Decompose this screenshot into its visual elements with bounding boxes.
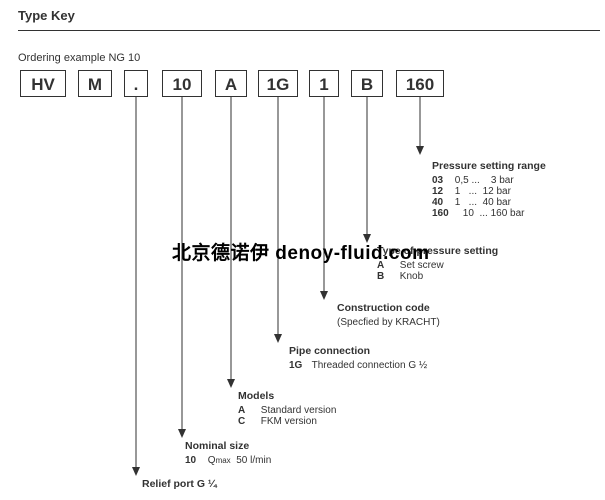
desc-heading: Models — [238, 390, 336, 402]
desc-row: 10 Qmax 50 l/min — [185, 455, 271, 466]
desc-row: 40 1 ... 40 bar — [432, 197, 546, 208]
desc-heading: Construction code — [337, 302, 440, 314]
desc-row: 12 1 ... 12 bar — [432, 186, 546, 197]
desc-row: 160 10 ... 160 bar — [432, 208, 546, 219]
desc-construction: Construction code (Specfied by KRACHT) — [337, 302, 440, 328]
desc-row: A Standard version — [238, 405, 336, 416]
desc-heading: Pipe connection — [289, 345, 427, 357]
code-box-dot: . — [124, 70, 148, 97]
code-box-m: M — [78, 70, 112, 97]
desc-heading: Nominal size — [185, 440, 271, 452]
code-box-160: 160 — [396, 70, 444, 97]
code-box-b: B — [351, 70, 383, 97]
desc-pressure-range: Pressure setting range 03 0,5 ... 3 bar12… — [432, 160, 546, 219]
desc-row: 1G Threaded connection G ½ — [289, 360, 427, 371]
page-title: Type Key — [18, 8, 75, 23]
desc-note: (Specfied by KRACHT) — [337, 317, 440, 328]
code-box-hv: HV — [20, 70, 66, 97]
desc-row: C FKM version — [238, 416, 336, 427]
desc-pipe: Pipe connection 1G Threaded connection G … — [289, 345, 427, 371]
code-box-10: 10 — [162, 70, 202, 97]
title-rule — [18, 30, 600, 31]
desc-nominal: Nominal size 10 Qmax 50 l/min — [185, 440, 271, 466]
watermark-text: 北京德诺伊 denoy-fluid.com — [172, 238, 430, 265]
desc-relief: Relief port G ¼ — [142, 478, 217, 493]
desc-heading: Pressure setting range — [432, 160, 546, 172]
desc-row: B Knob — [377, 271, 498, 282]
desc-heading: Relief port G ¼ — [142, 478, 217, 490]
code-box-1: 1 — [309, 70, 339, 97]
ordering-example-label: Ordering example NG 10 — [18, 52, 140, 64]
code-box-1g: 1G — [258, 70, 298, 97]
desc-row: 03 0,5 ... 3 bar — [432, 175, 546, 186]
code-box-a: A — [215, 70, 247, 97]
desc-models: Models A Standard versionC FKM version — [238, 390, 336, 427]
